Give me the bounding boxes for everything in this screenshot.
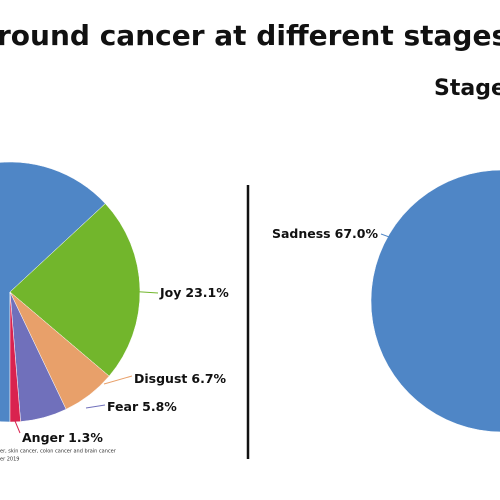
slice-label: Anger 1.3% <box>22 430 103 445</box>
leader-line <box>126 290 159 294</box>
leader-line <box>14 420 21 434</box>
value-label: 1.3% <box>68 430 103 445</box>
chart-title: Stage <box>434 76 500 101</box>
category-label: Anger <box>22 430 65 445</box>
value-label: 67.0% <box>335 226 379 241</box>
leader-line <box>85 404 106 409</box>
slice-label: Fear 5.8% <box>107 399 177 414</box>
pie-slice <box>9 203 141 377</box>
pie-slice <box>370 169 500 433</box>
category-label: Sadness <box>272 226 331 241</box>
slice-label: Joy 23.1% <box>159 285 229 300</box>
leader-line <box>380 233 393 239</box>
slice-label: Disgust 6.7% <box>134 371 227 386</box>
category-label: Disgust <box>134 371 187 386</box>
value-label: 6.7% <box>191 371 226 386</box>
value-label: 23.1% <box>185 285 229 300</box>
pie-slice <box>0 161 106 423</box>
footnote: er, skin cancer, colon cancer and brain … <box>0 449 117 455</box>
footnote: er 2019 <box>0 457 19 463</box>
category-label: Fear <box>107 399 139 414</box>
category-label: Joy <box>159 285 181 300</box>
leader-line <box>103 375 133 385</box>
slide-title: round cancer at different stages <box>0 19 500 52</box>
value-label: 5.8% <box>142 399 177 414</box>
slice-label: Sadness 67.0% <box>272 226 378 241</box>
